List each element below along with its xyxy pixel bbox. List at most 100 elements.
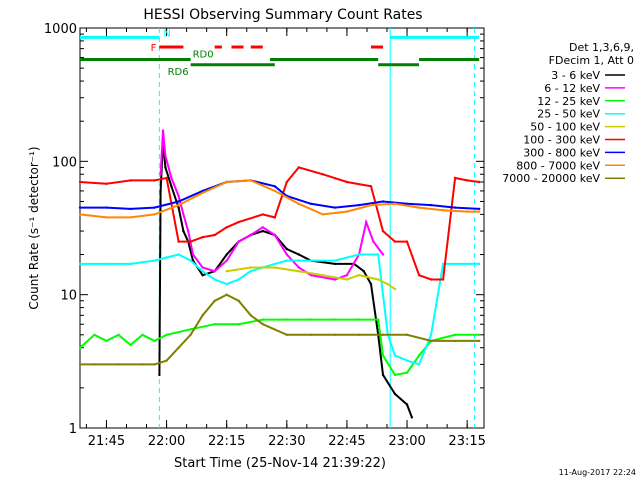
series-point (165, 176, 168, 180)
series-point (261, 323, 264, 326)
series-point (153, 259, 156, 262)
series-point (105, 216, 108, 219)
series-point (261, 229, 264, 233)
series-point (78, 262, 82, 266)
series-point (177, 206, 180, 209)
footer-date: 11-Aug-2017 22:24 (559, 468, 636, 477)
series-layer (78, 129, 481, 419)
legend-header-line: Det 1,3,6,9, (569, 41, 634, 54)
series-point (201, 189, 204, 193)
state-bars: NF RD0 RD6 (80, 28, 480, 78)
series-line (80, 253, 480, 366)
x-tick-label: 22:00 (148, 434, 185, 449)
series-point (237, 299, 240, 302)
series-point (170, 176, 173, 180)
series-point (164, 154, 167, 157)
series-point (321, 274, 325, 277)
series-point (478, 339, 481, 343)
series-line (159, 130, 384, 281)
series-point (201, 314, 204, 317)
series-point (429, 333, 433, 336)
legend-header-line: FDecim 1, Att 0 (549, 54, 634, 67)
series-point (153, 213, 156, 216)
state-bar-label: N (163, 28, 170, 39)
series-point (189, 328, 192, 331)
series-point (381, 373, 385, 377)
series-point (297, 266, 300, 269)
series-point (333, 278, 337, 281)
series-point (410, 416, 414, 419)
series-point (225, 180, 228, 184)
legend-entry-label: 12 - 25 keV (537, 95, 600, 108)
series-point (93, 363, 96, 366)
chart-title: HESSI Observing Summary Count Rates (143, 7, 422, 23)
series-point (393, 373, 397, 377)
x-tick-label: 21:45 (88, 434, 125, 449)
series-point (237, 278, 240, 281)
series-point (261, 226, 264, 229)
series-point (466, 210, 469, 213)
series-point (365, 220, 368, 224)
series-point (201, 191, 204, 195)
series-point (393, 240, 397, 243)
series-point (141, 333, 144, 336)
series-point (191, 253, 195, 256)
series-point (161, 129, 165, 132)
series-point (285, 259, 288, 262)
series-point (297, 259, 300, 262)
series-point (309, 274, 313, 277)
series-point (333, 259, 337, 262)
series-point (417, 274, 421, 277)
x-axis-label: Start Time (25-Nov-14 21:39:22) (174, 456, 386, 471)
series-point (333, 333, 337, 336)
series-point (273, 216, 276, 219)
series-point (78, 180, 82, 184)
series-point (182, 213, 185, 216)
y-tick-label: 100 (52, 155, 77, 170)
series-point (466, 262, 469, 266)
series-point (158, 373, 161, 377)
x-tick-label: 22:45 (328, 434, 365, 449)
series-point (105, 339, 108, 343)
series-point (381, 200, 385, 203)
series-point (285, 180, 288, 184)
series-point (78, 346, 82, 349)
series-point (153, 179, 156, 182)
series-point (165, 256, 168, 259)
series-line (226, 266, 396, 290)
series-point (405, 371, 409, 374)
series-point (78, 206, 82, 209)
series-point (362, 270, 365, 273)
series-point (249, 233, 252, 237)
series-point (453, 339, 457, 343)
series-point (141, 363, 144, 366)
series-line (79, 179, 480, 219)
series-point (129, 207, 132, 211)
series-point (225, 259, 228, 262)
series-point (213, 270, 216, 273)
series-point (105, 262, 108, 266)
series-point (377, 318, 380, 321)
series-point (478, 207, 481, 211)
series-point (297, 253, 300, 256)
series-point (309, 259, 313, 262)
series-point (369, 282, 373, 286)
series-point (429, 278, 433, 281)
series-point (285, 247, 288, 251)
series-point (333, 262, 337, 266)
series-point (177, 240, 180, 243)
series-point (177, 200, 180, 203)
series-point (189, 333, 192, 336)
series-point (213, 233, 216, 237)
series-point (273, 189, 276, 193)
series-point (345, 274, 349, 277)
legend-entry-label: 300 - 800 keV (523, 146, 600, 159)
series-point (386, 282, 389, 286)
series-point (78, 363, 82, 366)
series-point (369, 203, 373, 207)
series-point (165, 333, 168, 336)
series-point (225, 282, 228, 286)
series-point (117, 333, 120, 336)
